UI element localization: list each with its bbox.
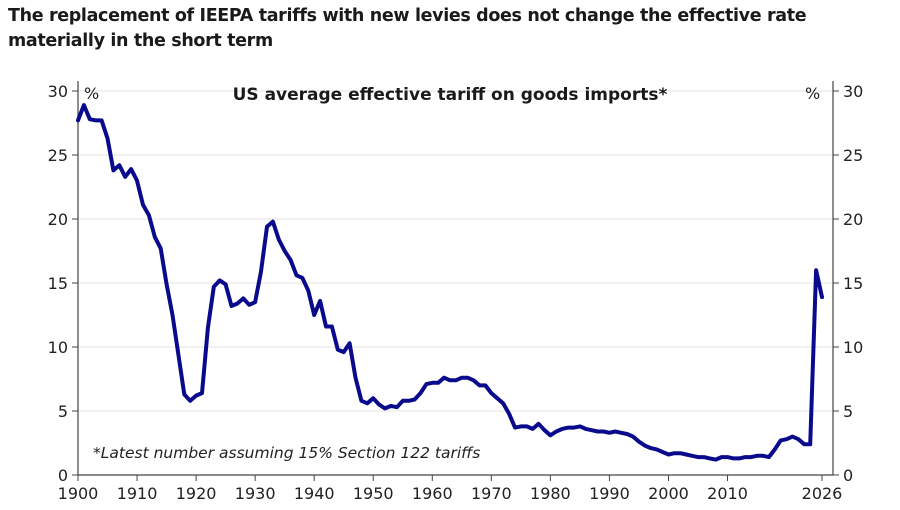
y-tick-label-right: 0 xyxy=(843,466,853,485)
y-tick-label-right: 20 xyxy=(843,210,863,229)
chart-title: US average effective tariff on goods imp… xyxy=(233,85,668,105)
y-tick-label-right: 25 xyxy=(843,146,863,165)
x-tick-label: 1910 xyxy=(117,484,158,503)
y-tick-label-left: 0 xyxy=(58,466,68,485)
y-tick-label-left: 5 xyxy=(58,402,68,421)
y-tick-label-left: 15 xyxy=(48,274,68,293)
axes xyxy=(77,81,834,476)
y-tick-label-left: 10 xyxy=(48,338,68,357)
x-tick-label: 1990 xyxy=(589,484,630,503)
y-tick-label-right: 5 xyxy=(843,402,853,421)
y-unit-right: % xyxy=(805,84,820,103)
series-group xyxy=(76,103,824,462)
y-axis-left: 0 5 10 15 20 25 30 xyxy=(48,82,78,485)
y-tick-label-left: 25 xyxy=(48,146,68,165)
headline: The replacement of IEEPA tariffs with ne… xyxy=(8,6,807,51)
series-line xyxy=(76,103,824,462)
x-tick-label: 1970 xyxy=(471,484,512,503)
x-tick-label: 2010 xyxy=(707,484,748,503)
x-tick-label: 2000 xyxy=(648,484,689,503)
y-axis-right: 0 5 10 15 20 25 30 xyxy=(833,82,863,485)
x-tick-label: 1980 xyxy=(530,484,571,503)
y-tick-label-left: 20 xyxy=(48,210,68,229)
chart-annotation: *Latest number assuming 15% Section 122 … xyxy=(93,444,480,462)
y-tick-label-right: 10 xyxy=(843,338,863,357)
x-tick-label: 1940 xyxy=(294,484,335,503)
x-axis: 1900 1910 1920 1930 1940 1950 1960 1970 1980 1990… xyxy=(58,475,843,503)
x-tick-label: 1920 xyxy=(176,484,217,503)
x-tick-label: 2026 xyxy=(802,484,843,503)
gridlines xyxy=(78,90,833,412)
x-tick-label: 1950 xyxy=(353,484,394,503)
x-tick-label: 1960 xyxy=(412,484,453,503)
y-tick-label-right: 30 xyxy=(843,82,863,101)
x-tick-label: 1900 xyxy=(58,484,99,503)
x-tick-label: 1930 xyxy=(235,484,276,503)
y-unit-left: % xyxy=(84,84,99,103)
y-tick-label-right: 15 xyxy=(843,274,863,293)
y-tick-label-left: 30 xyxy=(48,82,68,101)
